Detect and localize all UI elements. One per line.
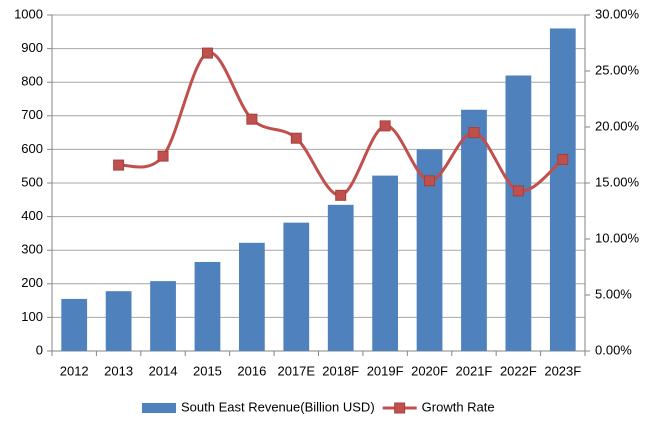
bar <box>327 204 354 351</box>
line-marker <box>246 113 258 125</box>
y-tick-label: 800 <box>21 74 43 89</box>
line-marker <box>512 185 524 197</box>
x-tick-label: 2022F <box>500 363 537 378</box>
line-marker <box>379 120 391 132</box>
x-tick-label: 2021F <box>456 363 493 378</box>
y2-tick-label: 30.00% <box>595 6 640 21</box>
x-tick-label: 2020F <box>411 363 448 378</box>
y2-tick-label: 20.00% <box>595 118 640 133</box>
y-tick-label: 100 <box>21 309 43 324</box>
bar <box>505 75 532 351</box>
x-tick-label: 2014 <box>149 363 178 378</box>
bar <box>238 242 265 351</box>
x-tick-label: 2017E <box>277 363 315 378</box>
legend-swatch <box>142 403 176 413</box>
line <box>118 51 564 197</box>
y-tick-label: 400 <box>21 208 43 223</box>
y2-tick-label: 0.00% <box>595 342 632 357</box>
y-tick-label: 200 <box>21 275 43 290</box>
x-tick-label: 2018F <box>322 363 359 378</box>
line-marker <box>468 127 480 139</box>
line-marker <box>290 132 302 144</box>
y2-tick-label: 10.00% <box>595 230 640 245</box>
y2-tick-label: 5.00% <box>595 286 632 301</box>
y-tick-label: 300 <box>21 242 43 257</box>
bar <box>150 281 176 351</box>
bar <box>105 291 132 351</box>
x-tick-label: 2013 <box>104 363 133 378</box>
x-tick-label: 2015 <box>193 363 222 378</box>
line-marker <box>157 150 169 162</box>
x-tick-label: 2016 <box>237 363 266 378</box>
y-tick-label: 700 <box>21 107 43 122</box>
line-marker <box>424 175 436 187</box>
bar <box>461 109 487 351</box>
y-tick-label: 900 <box>21 40 43 55</box>
legend-swatch <box>394 402 406 414</box>
y-tick-label: 600 <box>21 141 43 156</box>
y-tick-label: 1000 <box>14 6 43 21</box>
line-marker <box>201 47 213 59</box>
x-tick-label: 2023F <box>544 363 581 378</box>
x-tick-label: 2019F <box>367 363 404 378</box>
bar <box>194 261 221 351</box>
y-tick-label: 500 <box>21 174 43 189</box>
line-marker <box>335 189 347 201</box>
legend-label: Growth Rate <box>422 399 495 414</box>
x-tick-label: 2012 <box>60 363 89 378</box>
bar <box>372 175 399 351</box>
bar <box>61 298 88 351</box>
y-tick-label: 0 <box>36 342 43 357</box>
line-marker <box>557 153 569 165</box>
line-marker <box>113 159 125 171</box>
legend-label: South East Revenue(Billion USD) <box>181 399 375 414</box>
y2-tick-label: 25.00% <box>595 62 640 77</box>
bar <box>549 28 576 351</box>
y2-tick-label: 15.00% <box>595 174 640 189</box>
bar <box>283 222 310 351</box>
